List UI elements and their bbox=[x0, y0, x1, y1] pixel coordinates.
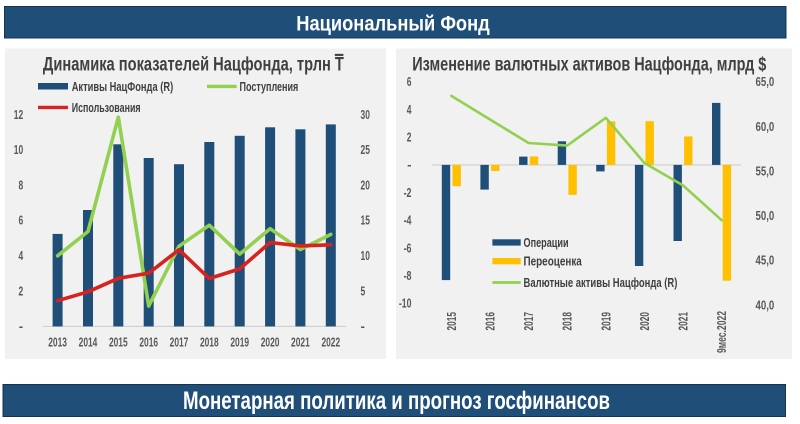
svg-text:-: - bbox=[19, 320, 23, 334]
svg-text:2016: 2016 bbox=[484, 312, 498, 331]
svg-text:6: 6 bbox=[19, 214, 24, 228]
svg-text:Национальный Фонд: Национальный Фонд bbox=[296, 13, 490, 36]
svg-text:20: 20 bbox=[361, 178, 370, 192]
svg-text:2: 2 bbox=[19, 284, 24, 298]
svg-text:Динамика показателей Нацфонда,: Динамика показателей Нацфонда, трлн Т bbox=[43, 54, 344, 76]
svg-text:2014: 2014 bbox=[79, 336, 98, 350]
svg-text:9мес.2022: 9мес.2022 bbox=[715, 311, 729, 353]
svg-text:Изменение валютных активов Нац: Изменение валютных активов Нацфонда, млр… bbox=[412, 54, 766, 76]
svg-text:2: 2 bbox=[407, 131, 412, 145]
svg-text:2015: 2015 bbox=[445, 312, 459, 331]
svg-text:Монетарная политика и прогноз: Монетарная политика и прогноз госфинансо… bbox=[183, 387, 610, 415]
svg-text:65,0: 65,0 bbox=[756, 75, 775, 89]
svg-text:25: 25 bbox=[361, 143, 370, 157]
svg-text:12: 12 bbox=[14, 108, 23, 122]
svg-text:-2: -2 bbox=[404, 186, 412, 200]
svg-text:10: 10 bbox=[361, 249, 370, 263]
svg-text:2019: 2019 bbox=[599, 312, 613, 331]
svg-text:55,0: 55,0 bbox=[756, 164, 775, 178]
svg-text:-: - bbox=[407, 158, 411, 172]
svg-text:5: 5 bbox=[361, 284, 366, 298]
svg-text:2018: 2018 bbox=[200, 336, 219, 350]
svg-text:4: 4 bbox=[19, 249, 24, 263]
svg-text:15: 15 bbox=[361, 214, 370, 228]
svg-text:2020: 2020 bbox=[638, 312, 652, 331]
svg-text:-: - bbox=[361, 320, 365, 334]
svg-text:Валютные активы Нацфонда (R): Валютные активы Нацфонда (R) bbox=[524, 275, 678, 290]
svg-text:4: 4 bbox=[407, 103, 412, 117]
svg-text:2021: 2021 bbox=[291, 336, 310, 350]
svg-text:-10: -10 bbox=[399, 297, 412, 311]
svg-text:-6: -6 bbox=[404, 241, 412, 255]
svg-text:2018: 2018 bbox=[561, 312, 575, 331]
svg-text:60,0: 60,0 bbox=[756, 120, 775, 134]
svg-text:50,0: 50,0 bbox=[756, 209, 775, 223]
svg-text:2017: 2017 bbox=[170, 336, 189, 350]
svg-text:-8: -8 bbox=[404, 269, 412, 283]
svg-text:Переоценка: Переоценка bbox=[524, 254, 583, 269]
svg-text:2021: 2021 bbox=[677, 312, 691, 331]
svg-text:-4: -4 bbox=[404, 214, 412, 228]
svg-text:6: 6 bbox=[407, 75, 412, 89]
svg-text:Активы НацФонда (R): Активы НацФонда (R) bbox=[72, 79, 174, 94]
svg-text:2017: 2017 bbox=[522, 312, 536, 331]
svg-text:Поступления: Поступления bbox=[240, 79, 299, 94]
svg-text:2020: 2020 bbox=[261, 336, 280, 350]
svg-text:Использования: Использования bbox=[72, 100, 141, 115]
svg-text:2015: 2015 bbox=[109, 336, 128, 350]
svg-text:8: 8 bbox=[19, 178, 24, 192]
svg-text:40,0: 40,0 bbox=[756, 298, 775, 312]
svg-text:2019: 2019 bbox=[230, 336, 249, 350]
svg-text:10: 10 bbox=[14, 143, 23, 157]
svg-text:30: 30 bbox=[361, 108, 370, 122]
svg-text:45,0: 45,0 bbox=[756, 254, 775, 268]
svg-text:2013: 2013 bbox=[48, 336, 67, 350]
svg-text:Операции: Операции bbox=[524, 235, 569, 250]
svg-text:2016: 2016 bbox=[139, 336, 158, 350]
svg-text:2022: 2022 bbox=[321, 336, 340, 350]
